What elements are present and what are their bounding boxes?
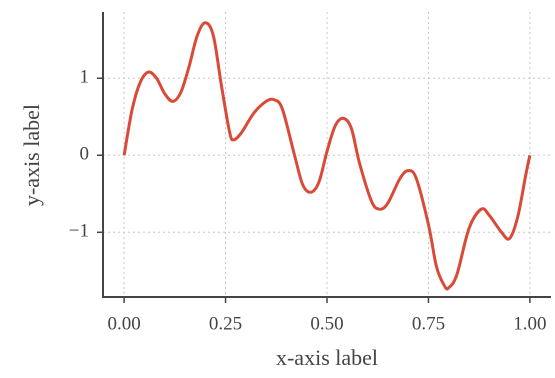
y-tick-label: 0	[80, 144, 90, 165]
y-axis-label: y-axis label	[19, 104, 44, 206]
x-tick-label: 1.00	[513, 313, 546, 334]
x-tick-label: 0.00	[107, 313, 140, 334]
x-tick-label: 0.50	[310, 313, 343, 334]
x-axis-label: x-axis label	[276, 345, 378, 370]
x-tick-label: 0.25	[209, 313, 242, 334]
x-tick-label: 0.75	[412, 313, 445, 334]
y-tick-label: 1	[80, 67, 90, 88]
y-tick-label: −1	[69, 221, 89, 242]
line-series	[122, 21, 532, 291]
